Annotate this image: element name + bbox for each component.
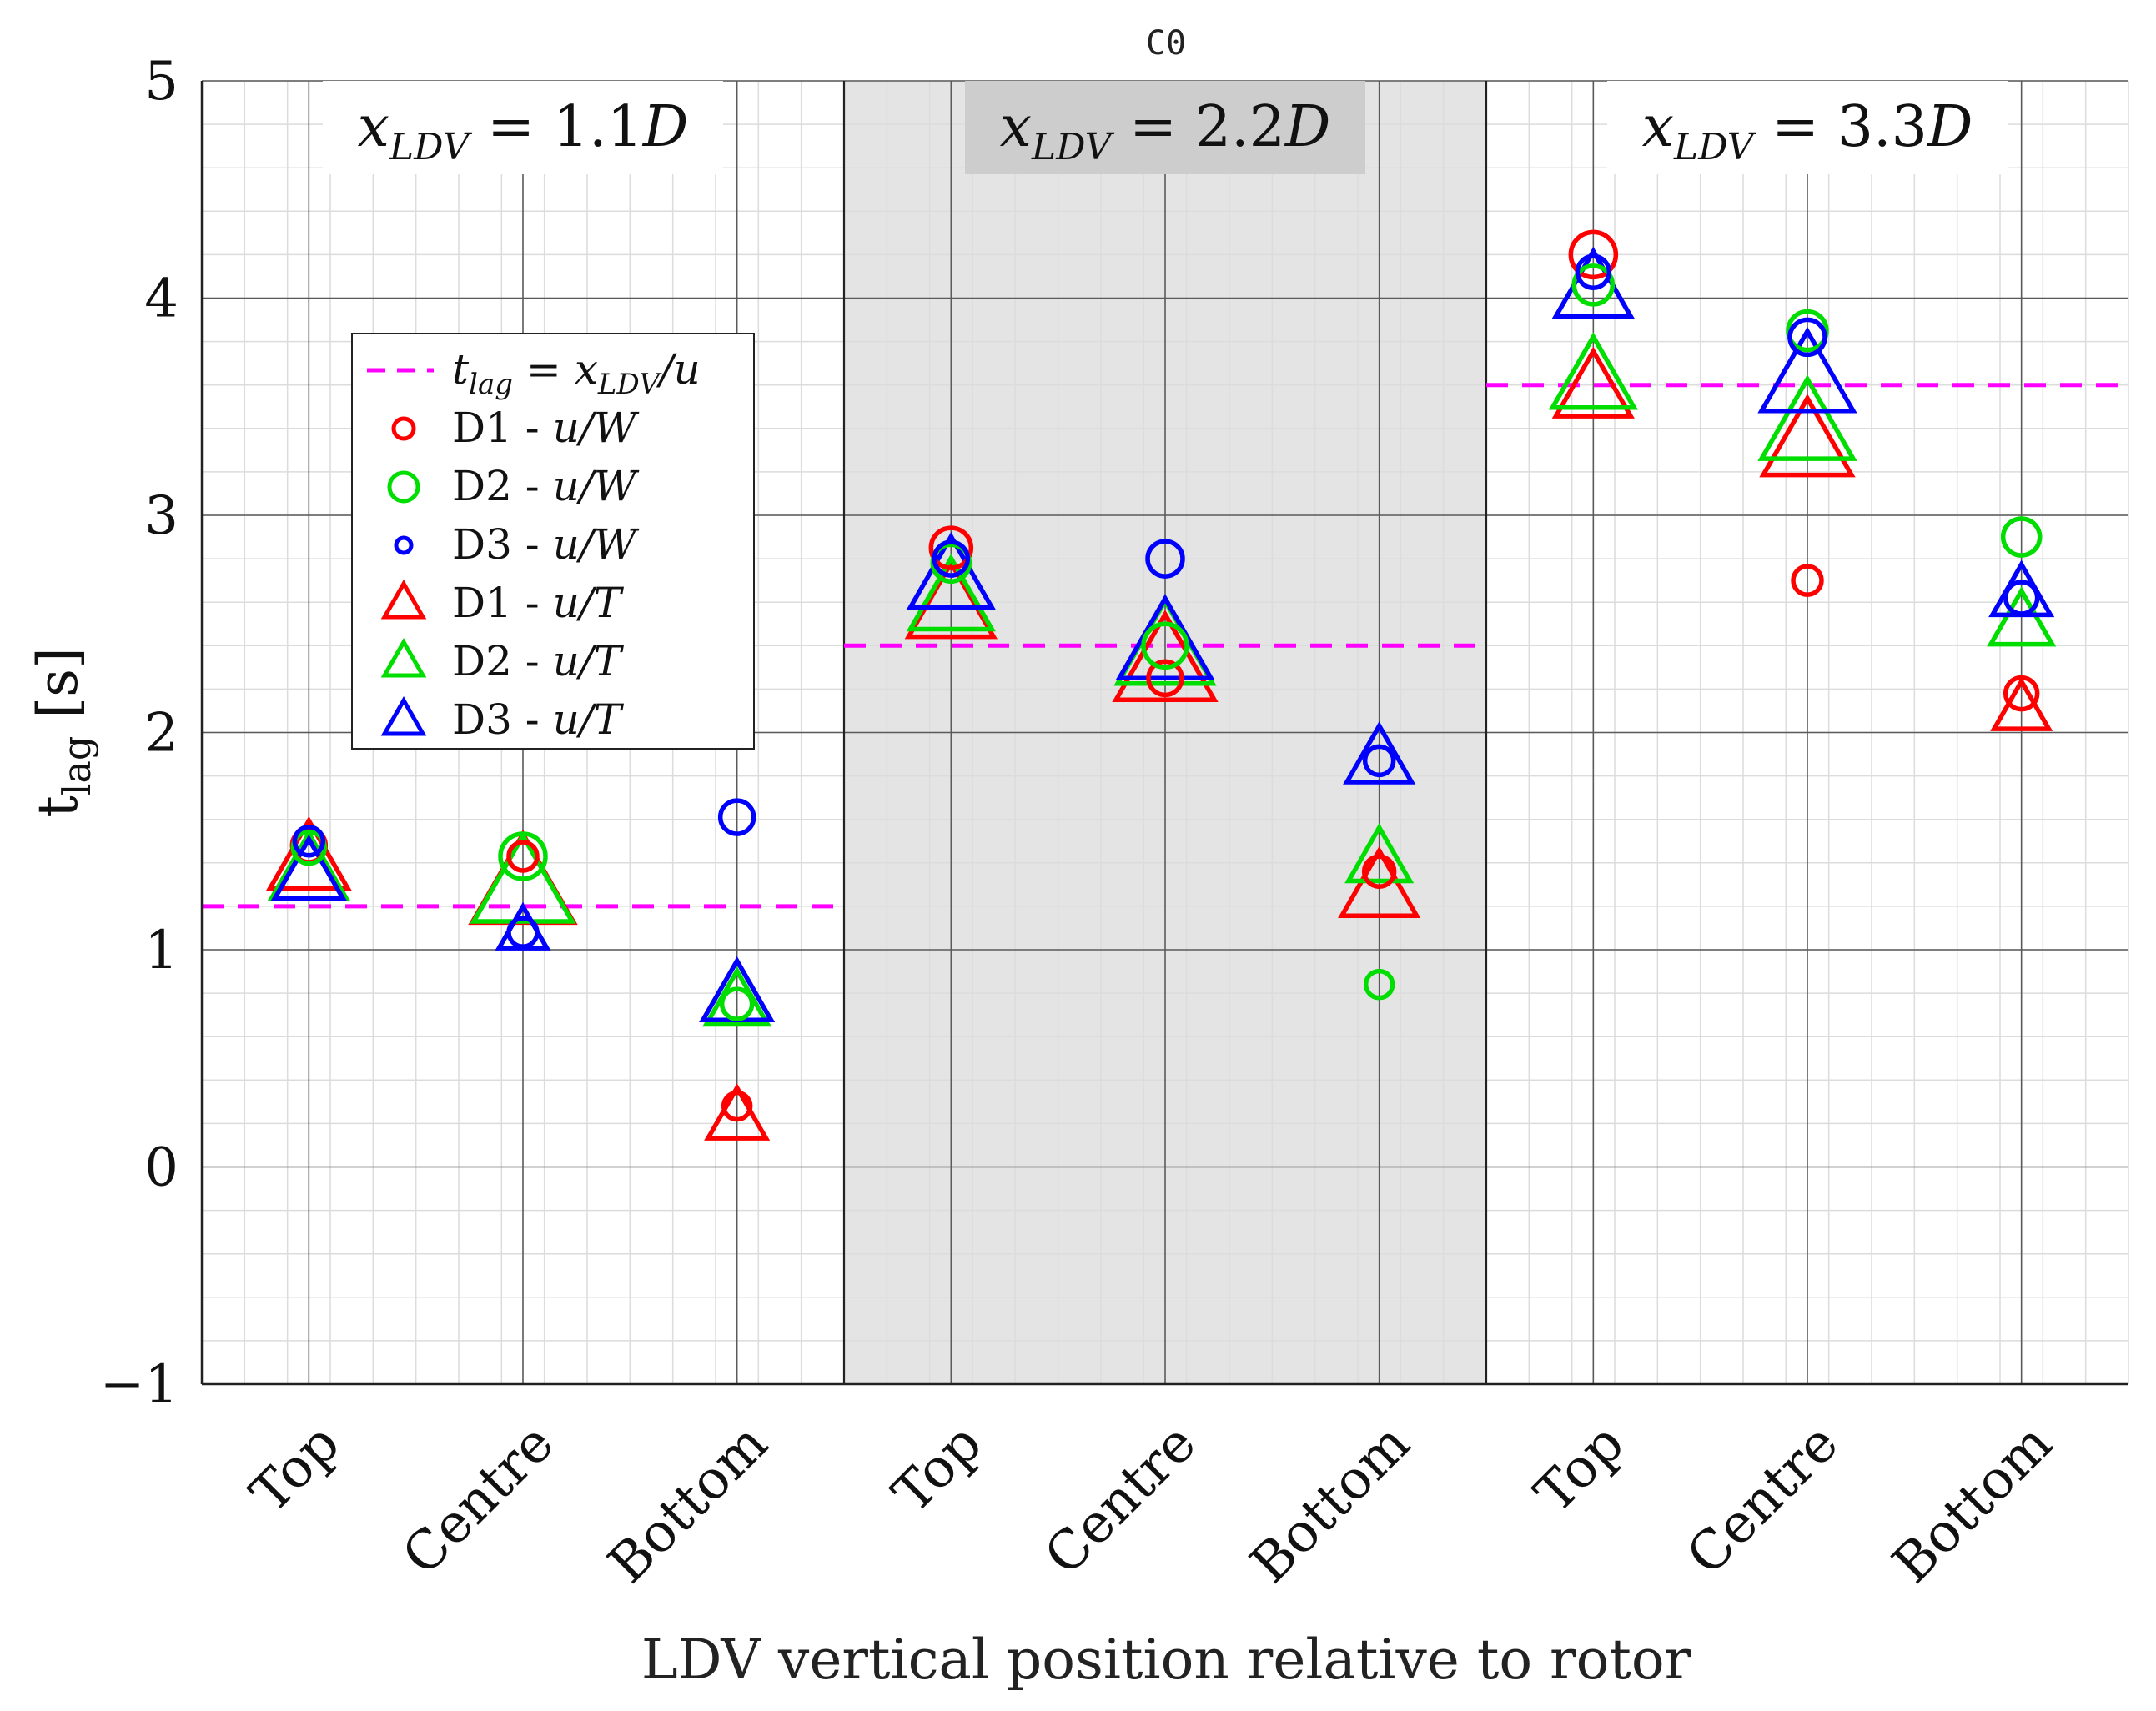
data-point-circle: [292, 825, 326, 858]
data-point-circle: [1571, 263, 1616, 307]
data-point-circle: [2003, 675, 2040, 712]
data-point-triangle: [1987, 586, 2057, 647]
data-point-triangle: [1757, 326, 1857, 414]
data-point-circle: [1787, 317, 1827, 358]
y-tick-label: 2: [144, 703, 178, 765]
data-point-circle: [2000, 516, 2043, 558]
y-tick-label: 0: [144, 1137, 178, 1199]
data-point-circle: [1146, 659, 1184, 698]
data-point-triangle: [265, 815, 352, 891]
panel-label-2: xLDV = 2.2D: [1000, 94, 1331, 168]
data-point-circle: [506, 840, 540, 873]
legend-symbol-circle: [394, 535, 414, 555]
data-point-circle: [498, 831, 548, 881]
data-point-triangle: [470, 830, 576, 924]
x-axis-label: LDV vertical position relative to rotor: [641, 1628, 1691, 1692]
y-tick-label: −1: [100, 1354, 178, 1416]
data-point-circle: [721, 1090, 753, 1122]
data-point-triangle: [906, 553, 996, 632]
legend-label: D1 - u/W: [452, 404, 640, 452]
legend-symbol-circle: [391, 416, 416, 441]
y-axis-label: tlag [s]: [26, 647, 99, 817]
legend-label: D2 - u/T: [452, 637, 625, 685]
data-point-circle: [1791, 564, 1824, 597]
panel-label-1: xLDV = 1.1D: [358, 94, 689, 168]
legend-symbol-triangle: [380, 579, 427, 620]
chart-title: C0: [1146, 24, 1186, 63]
data-point-circle: [1575, 253, 1612, 290]
data-point-triangle: [270, 834, 347, 901]
data-point-circle: [1786, 309, 1829, 353]
data-point-circle: [932, 539, 971, 578]
data-point-triangle: [1343, 720, 1416, 785]
legend-box: [351, 333, 755, 750]
legend-symbol-triangle: [380, 695, 427, 736]
panel-label-box-3: [1607, 81, 2008, 174]
legend-label-reference: tlag = xLDV/u: [452, 345, 701, 401]
data-point-circle: [928, 525, 974, 570]
data-point-circle: [506, 916, 540, 949]
legend-symbol-circle: [387, 470, 420, 504]
data-point-circle: [1141, 621, 1189, 670]
data-point-circle: [717, 798, 756, 836]
data-point-circle: [1361, 854, 1397, 889]
legend-label: D3 - u/W: [452, 520, 640, 569]
data-point-triangle: [1759, 394, 1856, 478]
panel-label-3: xLDV = 3.3D: [1642, 94, 1973, 168]
data-point-circle: [1145, 539, 1185, 579]
legend-label: D1 - u/T: [452, 579, 625, 627]
y-tick-label: 5: [144, 51, 178, 113]
legend-symbol-triangle: [380, 637, 427, 678]
data-point-triangle: [1115, 594, 1215, 680]
y-tick-label: 4: [144, 268, 178, 330]
data-point-triangle: [904, 558, 998, 640]
data-point-triangle: [1757, 374, 1857, 461]
data-point-triangle: [1112, 610, 1219, 703]
panel-label-box-1: [323, 81, 723, 174]
data-point-circle: [1362, 744, 1396, 778]
data-point-triangle: [1551, 346, 1635, 419]
data-point-circle: [1363, 968, 1395, 1001]
legend-label: D2 - u/W: [452, 462, 640, 510]
data-point-circle: [2003, 580, 2040, 616]
y-tick-label: 3: [144, 485, 178, 547]
data-point-circle: [290, 829, 328, 866]
data-point-circle: [1568, 229, 1619, 280]
data-point-triangle: [1338, 845, 1421, 919]
data-point-circle: [719, 986, 755, 1021]
panel-label-box-2: [965, 81, 1365, 174]
data-point-triangle: [906, 531, 996, 610]
data-point-triangle: [704, 1083, 771, 1141]
data-point-triangle: [1344, 822, 1415, 884]
legend-label: D3 - u/T: [452, 695, 625, 744]
data-point-triangle: [1548, 332, 1638, 410]
y-tick-label: 1: [144, 920, 178, 981]
